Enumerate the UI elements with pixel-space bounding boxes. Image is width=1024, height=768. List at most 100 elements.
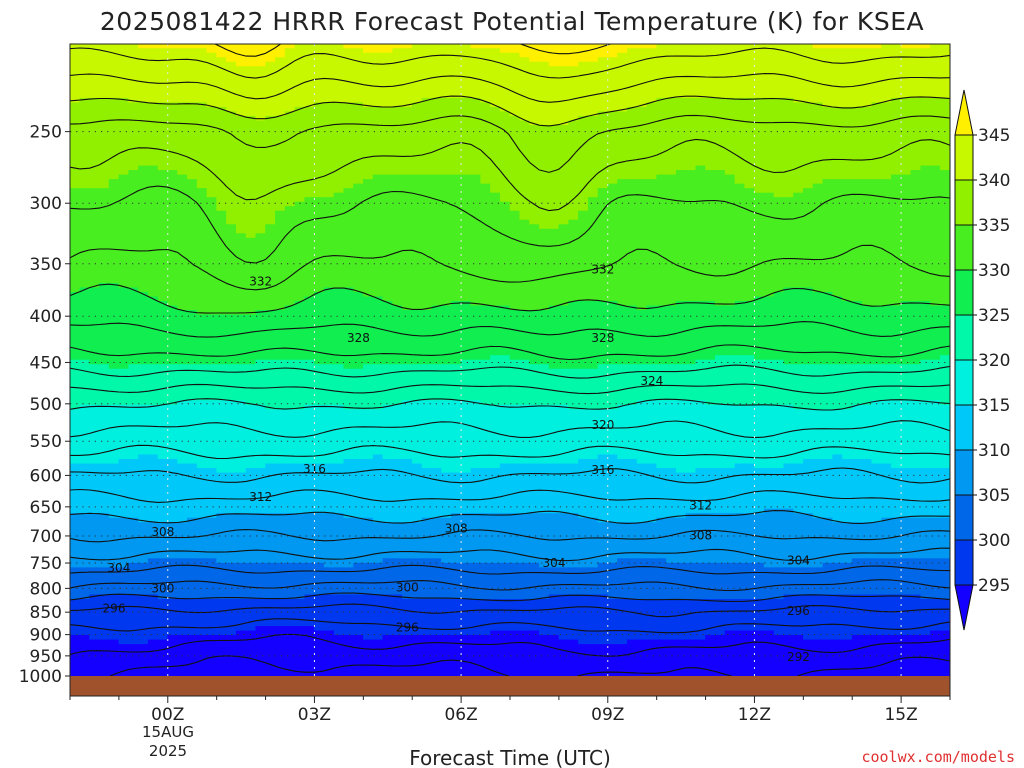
contour-fill-cell bbox=[812, 513, 950, 519]
contour-fill-cell bbox=[187, 517, 374, 523]
contour-fill-cell bbox=[607, 594, 785, 600]
contour-fill-cell bbox=[70, 197, 217, 203]
contour-fill-cell bbox=[793, 508, 950, 514]
contour-fill-cell bbox=[70, 671, 950, 676]
contour-fill-cell bbox=[99, 282, 120, 289]
contour-fill-cell bbox=[529, 359, 697, 365]
contour-fill-cell bbox=[656, 174, 736, 180]
contour-fill-cell bbox=[773, 291, 833, 298]
contour-fill-cell bbox=[851, 635, 950, 641]
contour-fill-cell bbox=[832, 291, 950, 298]
contour-fill-cell bbox=[167, 301, 296, 307]
contour-fill-cell bbox=[539, 224, 560, 230]
contour-fill-cell bbox=[70, 490, 950, 496]
contour-fill-cell bbox=[70, 278, 950, 284]
contour-fill-cell bbox=[636, 459, 804, 465]
contour-fill-cell bbox=[70, 206, 217, 212]
contour-line bbox=[70, 529, 950, 543]
contour-fill-cell bbox=[871, 102, 950, 108]
contour-fill-cell bbox=[70, 147, 950, 153]
contour-fill-cell bbox=[822, 102, 873, 108]
y-tick-label: 900 bbox=[30, 626, 62, 646]
contour-fill-cell bbox=[724, 630, 775, 636]
contour-fill-cell bbox=[891, 174, 950, 180]
contour-fill-cell bbox=[783, 594, 921, 600]
contour-fill-cell bbox=[402, 400, 481, 406]
contour-fill-cell bbox=[343, 459, 413, 465]
x-axis: 00Z 03Z 06Z 09Z 12Z 15Z bbox=[69, 696, 951, 725]
contour-fill-cell bbox=[431, 305, 511, 311]
contour-fill-cell bbox=[597, 188, 755, 194]
contour-label: 296 bbox=[103, 601, 126, 615]
contour-fill-cell bbox=[89, 594, 159, 600]
contour-fill-cell bbox=[490, 355, 511, 361]
contour-fill-cell bbox=[861, 301, 902, 307]
contour-fill-cell bbox=[411, 44, 472, 49]
contour-fill-cell bbox=[578, 61, 950, 67]
contour-fill-cell bbox=[509, 355, 716, 361]
contour-fill-cell bbox=[70, 48, 208, 54]
contour-line bbox=[109, 655, 950, 676]
contour-fill-cell bbox=[70, 305, 178, 311]
contour-fill-cell bbox=[314, 359, 462, 365]
contour-label: 316 bbox=[303, 462, 326, 476]
contour-fill-cell bbox=[294, 44, 345, 49]
contour-line bbox=[70, 114, 950, 173]
colorbar-segment bbox=[954, 494, 974, 541]
contour-label-text: 296 bbox=[787, 604, 810, 618]
contour-fill-cell bbox=[323, 562, 354, 568]
contour-label: 292 bbox=[787, 650, 810, 664]
contour-fill-cell bbox=[70, 562, 129, 568]
contour-fill-cell bbox=[70, 635, 90, 641]
contour-fill-cell bbox=[70, 156, 950, 162]
contour-fill-cell bbox=[421, 517, 599, 523]
contour-fill-cell bbox=[294, 301, 393, 307]
contour-label: 312 bbox=[689, 499, 712, 513]
contour-label-text: 304 bbox=[107, 561, 130, 575]
colorbar-tick-label: 345 bbox=[978, 126, 1010, 146]
y-tick-label: 350 bbox=[30, 255, 62, 275]
contour-fill-cell bbox=[578, 210, 950, 216]
contour-fill-cell bbox=[646, 102, 824, 108]
contour-line bbox=[70, 592, 950, 603]
contour-fill-cell bbox=[392, 48, 501, 54]
contour-fill-cell bbox=[216, 52, 286, 58]
contour-fill-cell bbox=[793, 97, 892, 103]
contour-fill-cell bbox=[607, 183, 745, 189]
contour-fill-cell bbox=[578, 513, 687, 519]
contour-fill-cell bbox=[910, 170, 950, 176]
filled-contours bbox=[70, 44, 950, 676]
contour-fill-cell bbox=[920, 165, 941, 171]
contour-fill-cell bbox=[216, 513, 345, 519]
plot-area: 332 332 328 328 324 320 316 316 312 312 308 308 308 3… bbox=[70, 44, 950, 676]
contour-fill-cell bbox=[70, 585, 950, 591]
contour-fill-cell bbox=[363, 48, 393, 54]
contour-fill-cell bbox=[900, 44, 931, 49]
contour-fill-cell bbox=[705, 635, 804, 641]
contour-label: 296 bbox=[787, 604, 810, 618]
colorbar-tick-label: 305 bbox=[978, 486, 1010, 506]
contour-label-text: 316 bbox=[591, 463, 614, 477]
contour-fill-cell bbox=[89, 635, 169, 641]
contour-fill-cell bbox=[79, 287, 139, 293]
contour-fill-cell bbox=[128, 97, 423, 103]
contour-fill-cell bbox=[147, 558, 217, 564]
contour-fill-cell bbox=[70, 215, 227, 221]
contour-fill-cell bbox=[284, 52, 521, 58]
contour-fill-cell bbox=[70, 517, 139, 523]
colorbar-segment bbox=[954, 314, 974, 361]
contour-label: 300 bbox=[151, 581, 174, 595]
colorbar-extend-high bbox=[954, 89, 974, 136]
contour-fill-cell bbox=[70, 409, 950, 415]
contour-fill-cell bbox=[138, 165, 159, 171]
contour-fill-cell bbox=[118, 282, 950, 289]
contour-fill-cell bbox=[255, 233, 950, 239]
contour-fill-cell bbox=[70, 138, 950, 144]
contour-fill-cell bbox=[333, 630, 491, 636]
colorbar-tick-label: 325 bbox=[978, 306, 1010, 326]
contour-fill-cell bbox=[558, 635, 706, 641]
contour-fill-cell bbox=[70, 264, 950, 271]
contour-fill-cell bbox=[70, 170, 129, 176]
contour-fill-cell bbox=[70, 224, 237, 230]
